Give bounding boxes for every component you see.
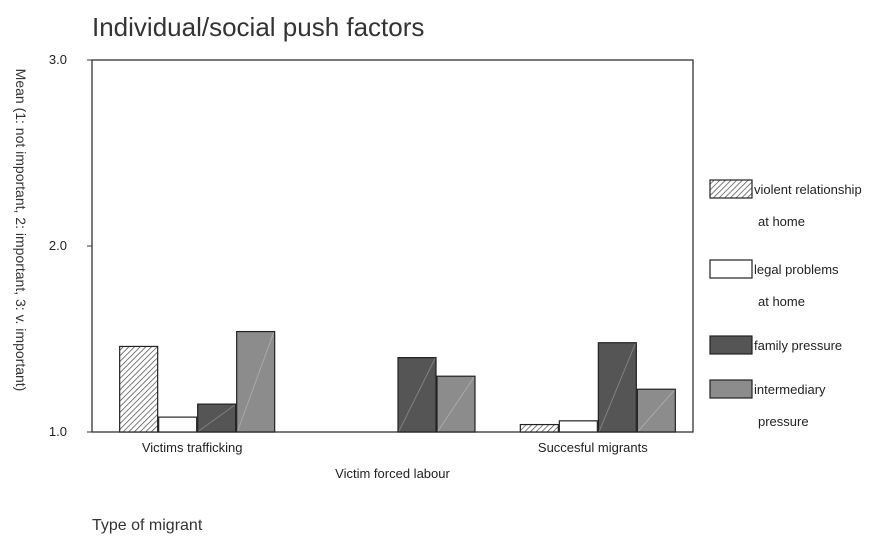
legend-label: pressure — [758, 414, 809, 429]
bar-legal-problems-at-home-2 — [558, 420, 598, 433]
legend-label: legal problems — [754, 262, 839, 277]
bar-violent-relationship-at-home-0 — [119, 345, 159, 433]
bar-violent-relationship-at-home-2 — [519, 423, 559, 433]
y-tick-label: 3.0 — [49, 52, 67, 67]
bar-shade — [237, 332, 275, 432]
legend-swatch — [709, 335, 753, 355]
category-label: Victims trafficking — [142, 440, 243, 455]
y-tick-label: 2.0 — [49, 238, 67, 253]
category-label: Victim forced labour — [335, 466, 450, 481]
legend-swatch — [709, 179, 753, 199]
bar-intermediary-pressure-2 — [636, 388, 676, 433]
bar-intermediary-pressure-0 — [236, 330, 276, 433]
bar-shade — [637, 389, 675, 432]
bar-family-pressure-2 — [597, 342, 637, 433]
chart-title: Individual/social push factors — [92, 12, 424, 42]
y-tick-label: 1.0 — [49, 424, 67, 439]
legend-label: at home — [758, 294, 805, 309]
x-axis-label: Type of migrant — [92, 517, 203, 534]
legend-label: intermediary — [754, 382, 826, 397]
y-axis-label: Mean (1: not important, 2: important, 3:… — [13, 69, 29, 392]
legend-label: at home — [758, 214, 805, 229]
legend-swatch — [709, 259, 753, 279]
bar-intermediary-pressure-1 — [436, 375, 476, 433]
legend-label: violent relationship — [754, 182, 862, 197]
bar-family-pressure-1 — [397, 357, 437, 433]
category-label: Succesful migrants — [538, 440, 648, 455]
bar-family-pressure-0 — [197, 403, 237, 433]
legend-label: family pressure — [754, 338, 842, 353]
plot-area: 1.0 2.0 3.0 Victims trafficking Victim force… — [49, 52, 694, 481]
bar-shade — [598, 343, 636, 432]
legend: violent relationship at home legal problem… — [709, 179, 862, 429]
bar-shade — [198, 404, 235, 432]
legend-swatch — [709, 379, 753, 399]
bar-legal-problems-at-home-0 — [158, 416, 198, 433]
bar-shade — [398, 358, 436, 432]
bar-shade — [437, 376, 475, 432]
